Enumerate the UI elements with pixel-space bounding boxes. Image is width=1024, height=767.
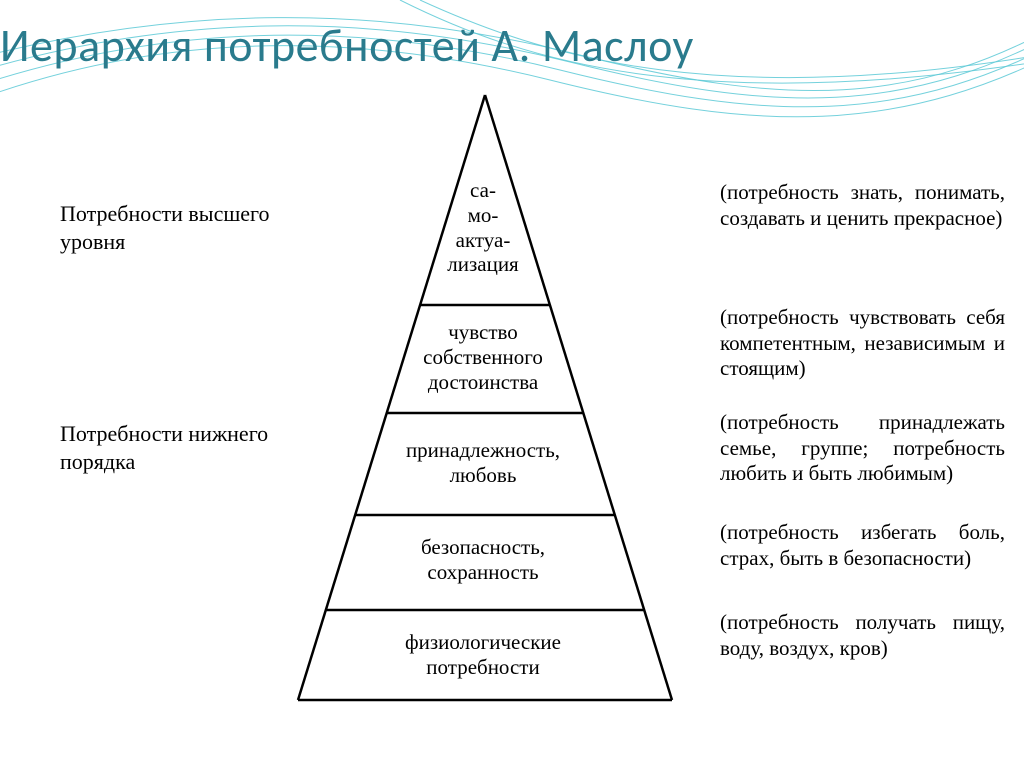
page-title: Иерархия потребностей А. Маслоу (0, 18, 694, 74)
pyramid-level-3: принадлежность, любовь (353, 438, 613, 488)
right-description-1: (потребность знать, понимать, создавать … (720, 180, 1005, 231)
pyramid-level-4: безопасность, сохранность (348, 535, 618, 585)
pyramid-level-1: са- мо- актуа- лизация (373, 178, 593, 277)
left-category-label-2: Потребности нижнего порядка (60, 420, 268, 475)
right-description-4: (потребность избегать боль, страх, быть … (720, 520, 1005, 571)
right-description-2: (потребность чувство­вать себя компетент… (720, 305, 1005, 382)
pyramid-level-2: чувство собственного достоинства (363, 320, 603, 394)
left-category-label-1: Потребности высшего уровня (60, 200, 270, 255)
right-description-5: (потребность получать пищу, воду, воздух… (720, 610, 1005, 661)
pyramid-level-5: физиологические потребности (343, 630, 623, 680)
right-description-3: (потребность принад­лежать семье, группе… (720, 410, 1005, 487)
diagram-container: са- мо- актуа- лизация чувство собственно… (0, 90, 1024, 760)
